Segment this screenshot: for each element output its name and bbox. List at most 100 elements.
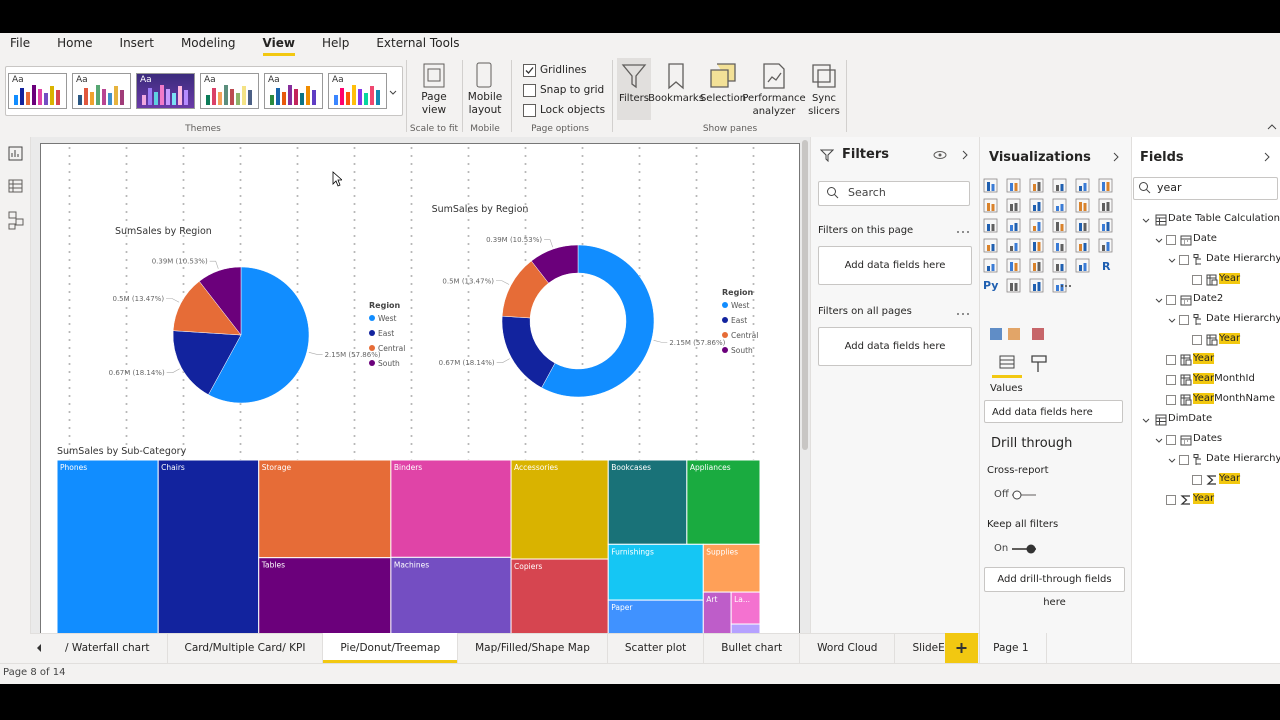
theme-thumbnail[interactable]: Aa	[8, 73, 67, 109]
visual-type[interactable]	[1006, 258, 1021, 273]
report-view[interactable]	[8, 146, 23, 161]
collapse-chevron[interactable]	[962, 150, 968, 160]
page-tab[interactable]: / Waterfall chart	[48, 633, 168, 663]
field-checkbox[interactable]	[1166, 375, 1177, 386]
field-checkbox[interactable]	[1166, 235, 1177, 246]
field-checkbox[interactable]	[1179, 315, 1190, 326]
page-view-button[interactable]: Page view	[421, 91, 447, 116]
menu-tab[interactable]: File	[10, 36, 31, 50]
theme-thumbnail[interactable]: Aa	[200, 73, 259, 109]
more-options[interactable]	[956, 230, 970, 234]
expand-chevron[interactable]	[1154, 236, 1164, 246]
collapse-ribbon[interactable]	[1266, 122, 1278, 132]
visual-type[interactable]	[1098, 198, 1113, 213]
visual-type[interactable]	[1052, 238, 1067, 253]
drop-zone[interactable]: Add data fields here	[984, 400, 1123, 423]
visual-type[interactable]	[1075, 178, 1090, 193]
field-item[interactable]: Date2	[1131, 290, 1280, 310]
theme-thumbnail[interactable]: Aa	[328, 73, 387, 109]
expand-chevron[interactable]	[1141, 416, 1151, 426]
visual-type[interactable]	[1029, 198, 1044, 213]
theme-thumbnail[interactable]: Aa	[72, 73, 131, 109]
visual-type[interactable]	[983, 198, 998, 213]
visual-type[interactable]	[1006, 198, 1021, 213]
visual-type[interactable]	[1029, 278, 1044, 293]
visual-type[interactable]	[1029, 258, 1044, 273]
collapse-chevron[interactable]	[1262, 151, 1272, 163]
pane-toggle[interactable]: Selection	[700, 58, 746, 120]
visual-type[interactable]	[1052, 218, 1067, 233]
field-item[interactable]: Date Hierarchy	[1131, 310, 1280, 330]
treemap-tile[interactable]	[390, 459, 512, 558]
more-options[interactable]	[956, 312, 970, 316]
visual-python[interactable]: Py	[983, 279, 998, 292]
visual-type[interactable]	[983, 258, 998, 273]
field-checkbox[interactable]	[1192, 275, 1203, 286]
expand-chevron[interactable]	[1167, 456, 1177, 466]
checkbox-option[interactable]: Gridlines	[523, 62, 586, 78]
page-tab[interactable]: Pie/Donut/Treemap	[323, 633, 459, 663]
visual-type[interactable]	[1006, 178, 1021, 193]
visual-type[interactable]	[983, 238, 998, 253]
menu-tab[interactable]: Help	[321, 36, 350, 50]
donut-slice[interactable]	[541, 244, 655, 398]
field-item[interactable]: Year	[1131, 490, 1280, 510]
visual-type[interactable]	[1075, 238, 1090, 253]
pane-toggle[interactable]: Filters	[617, 58, 651, 120]
toggle[interactable]	[1010, 543, 1038, 555]
field-checkbox[interactable]	[1179, 455, 1190, 466]
treemap-tile[interactable]	[702, 591, 732, 633]
expand-chevron[interactable]	[1154, 436, 1164, 446]
field-checkbox[interactable]	[1179, 255, 1190, 266]
page-view-icon[interactable]	[420, 61, 448, 89]
pie-slice[interactable]	[172, 280, 242, 336]
checkbox-option[interactable]: Lock objects	[523, 102, 605, 118]
field-item[interactable]: Date Hierarchy	[1131, 250, 1280, 270]
treemap-tile[interactable]	[686, 459, 761, 545]
field-item[interactable]: Date	[1131, 230, 1280, 250]
treemap-tile[interactable]	[730, 623, 761, 633]
treemap-tile[interactable]	[702, 543, 761, 593]
menu-tab[interactable]: Modeling	[180, 36, 236, 50]
toggle[interactable]	[1010, 489, 1038, 501]
visual-type[interactable]	[1029, 218, 1044, 233]
pie-slice[interactable]	[172, 330, 242, 396]
field-item[interactable]: Dates	[1131, 430, 1280, 450]
visual-type[interactable]	[1052, 278, 1067, 293]
field-item[interactable]: YearMonthId	[1131, 370, 1280, 390]
format-tab[interactable]	[1031, 355, 1047, 372]
field-item[interactable]: Year	[1131, 470, 1280, 490]
treemap-tile[interactable]	[607, 599, 704, 633]
visual-type[interactable]	[1006, 238, 1021, 253]
field-checkbox[interactable]	[1192, 335, 1203, 346]
add-page[interactable]	[945, 633, 978, 663]
treemap-tile[interactable]	[157, 459, 260, 633]
visual-type[interactable]	[1075, 258, 1090, 273]
visual-type[interactable]	[1052, 178, 1067, 193]
mobile-layout-button[interactable]: Mobile layout	[467, 91, 503, 116]
field-item[interactable]: Year	[1131, 350, 1280, 370]
field-checkbox[interactable]	[1166, 395, 1177, 406]
expand-chevron[interactable]	[1167, 256, 1177, 266]
treemap-tile[interactable]	[607, 543, 704, 601]
theme-thumbnail[interactable]: Aa	[264, 73, 323, 109]
data-view[interactable]	[8, 179, 23, 193]
treemap-tile[interactable]	[56, 459, 159, 633]
tab-scroll-left[interactable]	[34, 642, 44, 654]
page-tab[interactable]: Bullet chart	[704, 633, 801, 663]
visual-type[interactable]	[1098, 238, 1113, 253]
drop-zone[interactable]: Add data fields here	[818, 246, 972, 285]
drop-zone[interactable]: Add drill-through fields here	[984, 567, 1125, 608]
visual-type[interactable]	[1098, 218, 1113, 233]
pane-toggle[interactable]: Bookmarks	[648, 58, 704, 120]
visual-type[interactable]	[1029, 178, 1044, 193]
scrollbar[interactable]	[802, 140, 808, 450]
field-search[interactable]	[1133, 177, 1278, 200]
mobile-icon[interactable]	[474, 61, 494, 89]
expand-chevron[interactable]	[1141, 216, 1151, 226]
filter-search[interactable]	[818, 181, 970, 206]
field-item[interactable]: YearMonthName	[1131, 390, 1280, 410]
donut-slice[interactable]	[531, 244, 579, 284]
visual-type[interactable]	[1029, 238, 1044, 253]
visual-type[interactable]	[1075, 218, 1090, 233]
